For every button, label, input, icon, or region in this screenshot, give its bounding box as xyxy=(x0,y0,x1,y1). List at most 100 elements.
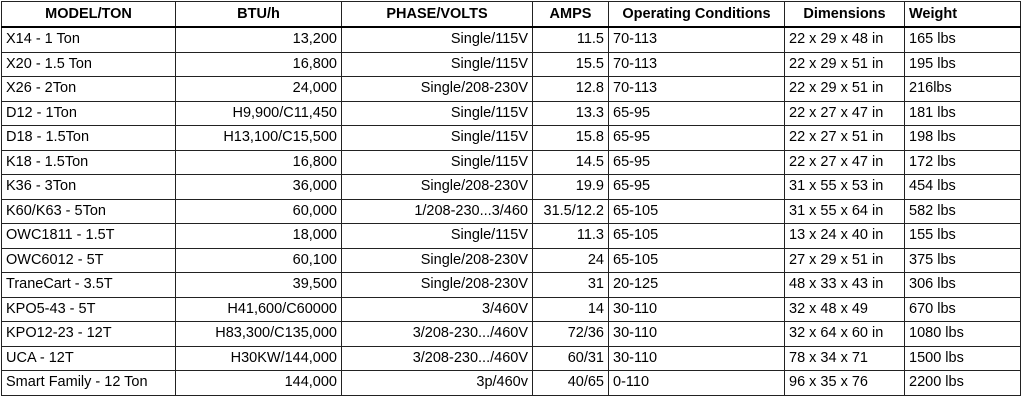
cell-phase-volts: 1/208-230...3/460 xyxy=(341,198,533,224)
cell-operating-conditions: 65-105 xyxy=(608,223,785,249)
cell-phase-volts: Single/115V xyxy=(341,149,533,175)
cell-weight: 172 lbs xyxy=(904,149,1021,175)
cell-model: D18 - 1.5Ton xyxy=(1,125,176,151)
cell-model: OWC1811 - 1.5T xyxy=(1,223,176,249)
cell-phase-volts: Single/115V xyxy=(341,223,533,249)
table-row: K36 - 3Ton 36,000 Single/208-230V 19.9 65-95… xyxy=(1,174,1021,200)
cell-phase-volts: 3p/460v xyxy=(341,370,533,396)
table-row: Smart Family - 12 Ton 144,000 3p/460v 40/65… xyxy=(1,370,1021,396)
cell-amps: 19.9 xyxy=(532,174,609,200)
cell-operating-conditions: 20-125 xyxy=(608,272,785,298)
cell-weight: 582 lbs xyxy=(904,198,1021,224)
cell-model: TraneCart - 3.5T xyxy=(1,272,176,298)
cell-dimensions: 22 x 27 x 51 in xyxy=(784,125,905,151)
cell-phase-volts: 3/208-230.../460V xyxy=(341,321,533,347)
cell-btu: H83,300/C135,000 xyxy=(175,321,342,347)
table-row: TraneCart - 3.5T 39,500 Single/208-230V 31 2… xyxy=(1,272,1021,298)
cell-btu: H13,100/C15,500 xyxy=(175,125,342,151)
cell-operating-conditions: 30-110 xyxy=(608,321,785,347)
cell-btu: 18,000 xyxy=(175,223,342,249)
cell-model: KPO12-23 - 12T xyxy=(1,321,176,347)
cell-amps: 14.5 xyxy=(532,149,609,175)
table-row: UCA - 12T H30KW/144,000 3/208-230.../460V 6… xyxy=(1,345,1021,371)
cell-dimensions: 22 x 27 x 47 in xyxy=(784,149,905,175)
cell-weight: 1500 lbs xyxy=(904,345,1021,371)
cell-weight: 1080 lbs xyxy=(904,321,1021,347)
table-row: X20 - 1.5 Ton 16,800 Single/115V 15.5 70-113… xyxy=(1,51,1021,77)
cell-model: K18 - 1.5Ton xyxy=(1,149,176,175)
cell-model: Smart Family - 12 Ton xyxy=(1,370,176,396)
header-dimensions: Dimensions xyxy=(784,1,905,28)
cell-operating-conditions: 30-110 xyxy=(608,296,785,322)
cell-model: UCA - 12T xyxy=(1,345,176,371)
cell-model: X14 - 1 Ton xyxy=(1,26,176,53)
cell-dimensions: 22 x 29 x 51 in xyxy=(784,51,905,77)
cell-operating-conditions: 70-113 xyxy=(608,76,785,102)
cell-weight: 454 lbs xyxy=(904,174,1021,200)
cell-amps: 11.3 xyxy=(532,223,609,249)
cell-operating-conditions: 0-110 xyxy=(608,370,785,396)
cell-dimensions: 32 x 48 x 49 xyxy=(784,296,905,322)
cell-amps: 15.8 xyxy=(532,125,609,151)
table-row: D18 - 1.5Ton H13,100/C15,500 Single/115V 15… xyxy=(1,125,1021,151)
cell-phase-volts: Single/115V xyxy=(341,125,533,151)
cell-weight: 165 lbs xyxy=(904,26,1021,53)
cell-dimensions: 22 x 29 x 51 in xyxy=(784,76,905,102)
cell-model: X26 - 2Ton xyxy=(1,76,176,102)
header-btu: BTU/h xyxy=(175,1,342,28)
equipment-spec-table: MODEL/TON BTU/h PHASE/VOLTS AMPS Operati… xyxy=(1,1,1021,396)
cell-model: OWC6012 - 5T xyxy=(1,247,176,273)
cell-amps: 31 xyxy=(532,272,609,298)
cell-dimensions: 22 x 27 x 47 in xyxy=(784,100,905,126)
cell-amps: 31.5/12.2 xyxy=(532,198,609,224)
cell-amps: 12.8 xyxy=(532,76,609,102)
cell-btu: 60,100 xyxy=(175,247,342,273)
cell-phase-volts: Single/115V xyxy=(341,51,533,77)
cell-phase-volts: 3/460V xyxy=(341,296,533,322)
cell-dimensions: 31 x 55 x 64 in xyxy=(784,198,905,224)
cell-weight: 195 lbs xyxy=(904,51,1021,77)
cell-phase-volts: Single/208-230V xyxy=(341,272,533,298)
header-weight: Weight xyxy=(904,1,1021,28)
cell-phase-volts: 3/208-230.../460V xyxy=(341,345,533,371)
cell-dimensions: 31 x 55 x 53 in xyxy=(784,174,905,200)
cell-btu: 24,000 xyxy=(175,76,342,102)
header-operating-conditions: Operating Conditions xyxy=(608,1,785,28)
cell-amps: 11.5 xyxy=(532,26,609,53)
cell-operating-conditions: 30-110 xyxy=(608,345,785,371)
cell-weight: 306 lbs xyxy=(904,272,1021,298)
cell-amps: 60/31 xyxy=(532,345,609,371)
cell-btu: H9,900/C11,450 xyxy=(175,100,342,126)
table-row: X26 - 2Ton 24,000 Single/208-230V 12.8 70-11… xyxy=(1,76,1021,102)
cell-weight: 375 lbs xyxy=(904,247,1021,273)
cell-operating-conditions: 65-105 xyxy=(608,198,785,224)
table-row: D12 - 1Ton H9,900/C11,450 Single/115V 13.3 6… xyxy=(1,100,1021,126)
cell-amps: 15.5 xyxy=(532,51,609,77)
cell-operating-conditions: 65-95 xyxy=(608,125,785,151)
cell-dimensions: 96 x 35 x 76 xyxy=(784,370,905,396)
table-row: K60/K63 - 5Ton 60,000 1/208-230...3/460 31.… xyxy=(1,198,1021,224)
table-row: OWC6012 - 5T 60,100 Single/208-230V 24 65-10… xyxy=(1,247,1021,273)
cell-weight: 2200 lbs xyxy=(904,370,1021,396)
header-phase-volts: PHASE/VOLTS xyxy=(341,1,533,28)
cell-amps: 72/36 xyxy=(532,321,609,347)
cell-btu: 144,000 xyxy=(175,370,342,396)
cell-dimensions: 48 x 33 x 43 in xyxy=(784,272,905,298)
cell-btu: 16,800 xyxy=(175,51,342,77)
cell-operating-conditions: 65-95 xyxy=(608,100,785,126)
cell-weight: 155 lbs xyxy=(904,223,1021,249)
cell-model: X20 - 1.5 Ton xyxy=(1,51,176,77)
cell-btu: H41,600/C60000 xyxy=(175,296,342,322)
cell-amps: 40/65 xyxy=(532,370,609,396)
cell-btu: 39,500 xyxy=(175,272,342,298)
cell-weight: 181 lbs xyxy=(904,100,1021,126)
cell-model: D12 - 1Ton xyxy=(1,100,176,126)
cell-btu: 16,800 xyxy=(175,149,342,175)
cell-model: K36 - 3Ton xyxy=(1,174,176,200)
cell-dimensions: 32 x 64 x 60 in xyxy=(784,321,905,347)
table-row: KPO12-23 - 12T H83,300/C135,000 3/208-230.… xyxy=(1,321,1021,347)
cell-model: K60/K63 - 5Ton xyxy=(1,198,176,224)
cell-phase-volts: Single/115V xyxy=(341,100,533,126)
cell-operating-conditions: 65-95 xyxy=(608,149,785,175)
header-amps: AMPS xyxy=(532,1,609,28)
